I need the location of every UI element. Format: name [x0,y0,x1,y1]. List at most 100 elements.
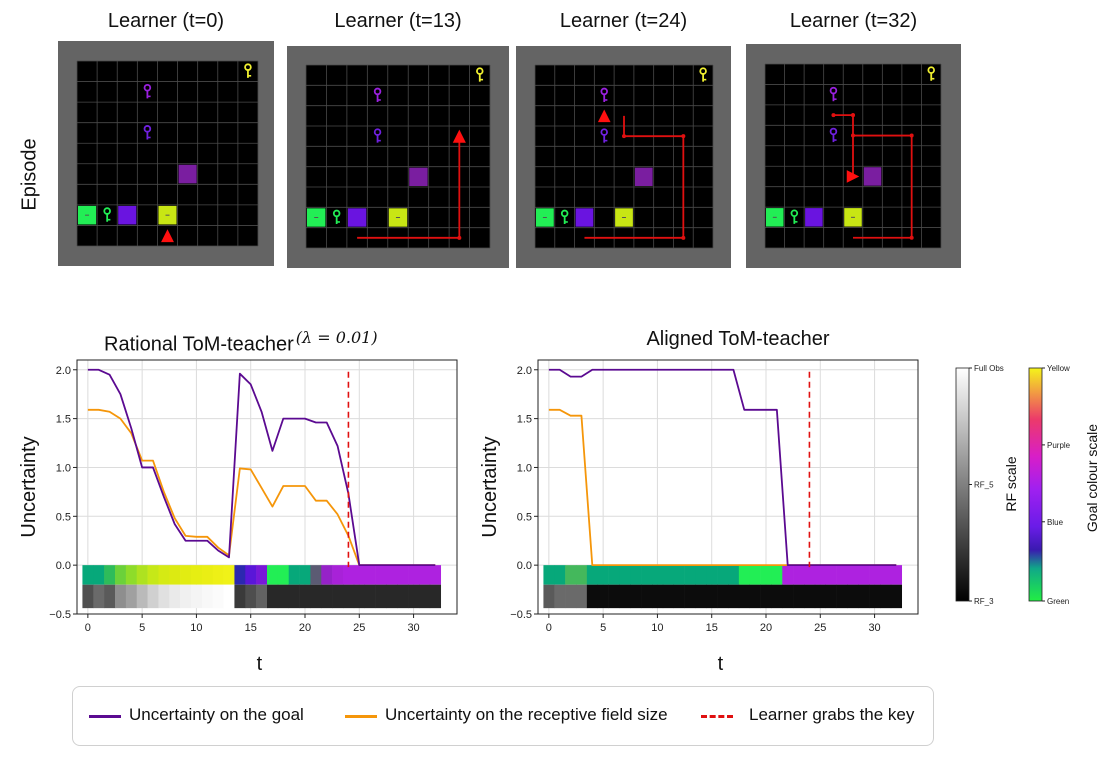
agent-marker [452,129,466,143]
rf-strip-cell [191,584,203,609]
purple-box [863,167,882,186]
goal-strip-cell [717,565,729,585]
goal-strip-cell [125,565,138,585]
goal-strip-cell [288,565,300,585]
episode-grids [58,41,961,268]
goal-strip-cell [158,565,170,585]
rf-strip-cell [814,584,827,609]
chart-left-title-text: Rational ToM-teacher [104,333,294,356]
rf-strip-cell [869,584,881,609]
rf-scale-label: RF scale [1003,456,1019,511]
rf-strip-cell [738,584,751,609]
goal-strip-cell [223,565,235,585]
goal-strip-cell [565,565,577,585]
goal-strip-cell [136,565,148,585]
goal-strip-cell [104,565,116,585]
goal-strip-cell [597,565,609,585]
agent-marker [597,109,611,123]
rf-strip-cell [630,584,642,609]
chart-right-title: Aligned ToM-teacher [646,328,830,350]
rf-strip-cell [429,584,442,609]
goal-strip-cell [814,565,827,585]
legend-label-rf: Uncertainty on the receptive field size [385,705,668,724]
rf-strip-cell [608,584,620,609]
rf-strip-cell [343,584,355,609]
goal-strip-cell [652,565,664,585]
goal-strip-cell [321,565,333,585]
rf-strip-cell [543,584,555,609]
goal-strip-cell [858,565,870,585]
x-tick-label: 25 [353,622,365,634]
goal-strip-cell [310,565,322,585]
series-goal-line [87,368,436,567]
rf-strip-cell [180,584,192,609]
rf-tick-label: Full Obs [974,364,1004,373]
goal-scale-label: Goal colour scale [1084,424,1100,532]
chart-left-title: Rational ToM-teacher (λ = 0.01) [104,328,404,357]
goal-strip-cell [82,565,94,585]
trajectory-node [831,113,836,118]
y-tick-label: 1.0 [56,462,71,474]
chart-0: 0 5 10 15 20 25 30 −0.5 0.0 0.5 1.0 1.5 2.0 t Uncertai… [18,359,458,675]
x-tick-label: 20 [299,622,311,634]
rf-strip-cell [245,584,257,609]
rf-strip-cell [256,584,268,609]
goal-strip-cell [869,565,881,585]
rf-strip-cell [597,584,609,609]
rf-strip-cell [212,584,224,609]
x-tick-label: 0 [546,622,552,634]
goal-strip-cell [738,565,751,585]
rf-strip-cell [673,584,685,609]
goal-strip-cell [332,565,344,585]
rf-strip-cell [652,584,664,609]
rf-strip-cell [554,584,566,609]
rf-strip-cell [125,584,138,609]
rf-strip-cell [836,584,848,609]
goal-strip-cell [93,565,105,585]
goal-strip-cell [706,565,718,585]
violet-key-icon [829,127,838,136]
goal-strip-cell [169,565,181,585]
goal-strip-cell [749,565,761,585]
rf-strip-cell [706,584,718,609]
trajectory-node [851,133,855,138]
goal-strip-cell [543,565,555,585]
trajectory-path [833,114,913,239]
goal-strip-cell [397,565,409,585]
rf-strip-cell [104,584,116,609]
goal-strip-cell [641,565,653,585]
goal-strip-cell [408,565,420,585]
rf-strip-cell [565,584,577,609]
rf-strip-cell [147,584,159,609]
rf-strip-cell [223,584,235,609]
rf-strip-cell [158,584,170,609]
rf-strip-cell [321,584,333,609]
agent-marker [846,170,860,183]
rf-strip-cell [662,584,675,609]
x-tick-label: 30 [868,622,880,634]
x-axis-label: t [257,653,263,675]
goal-strip-cell [299,565,311,585]
episode-panel-1 [287,46,509,268]
rf-strip-cell [793,584,805,609]
goal-strip-cell [771,565,783,585]
rf-strip-cell [890,584,903,609]
rf-tick-label: RF_5 [974,481,994,490]
rf-strip-cell [728,584,740,609]
goal-strip-cell [630,565,642,585]
goal-strip-cell [825,565,837,585]
rf-strip-cell [277,584,290,609]
blue-box [347,208,367,227]
y-axis-label: Uncertainty [479,436,501,537]
x-tick-label: 15 [245,622,257,634]
rf-strip-cell [804,584,816,609]
goal-strip-cell [847,565,859,585]
goal-strip-cell [793,565,805,585]
goal-colorbar [1028,367,1043,602]
rf-strip-cell [880,584,892,609]
rf-strip-cell [136,584,148,609]
legend-swatch-goal [89,715,121,718]
goal-strip-cell [673,565,685,585]
rf-strip-cell [299,584,311,609]
